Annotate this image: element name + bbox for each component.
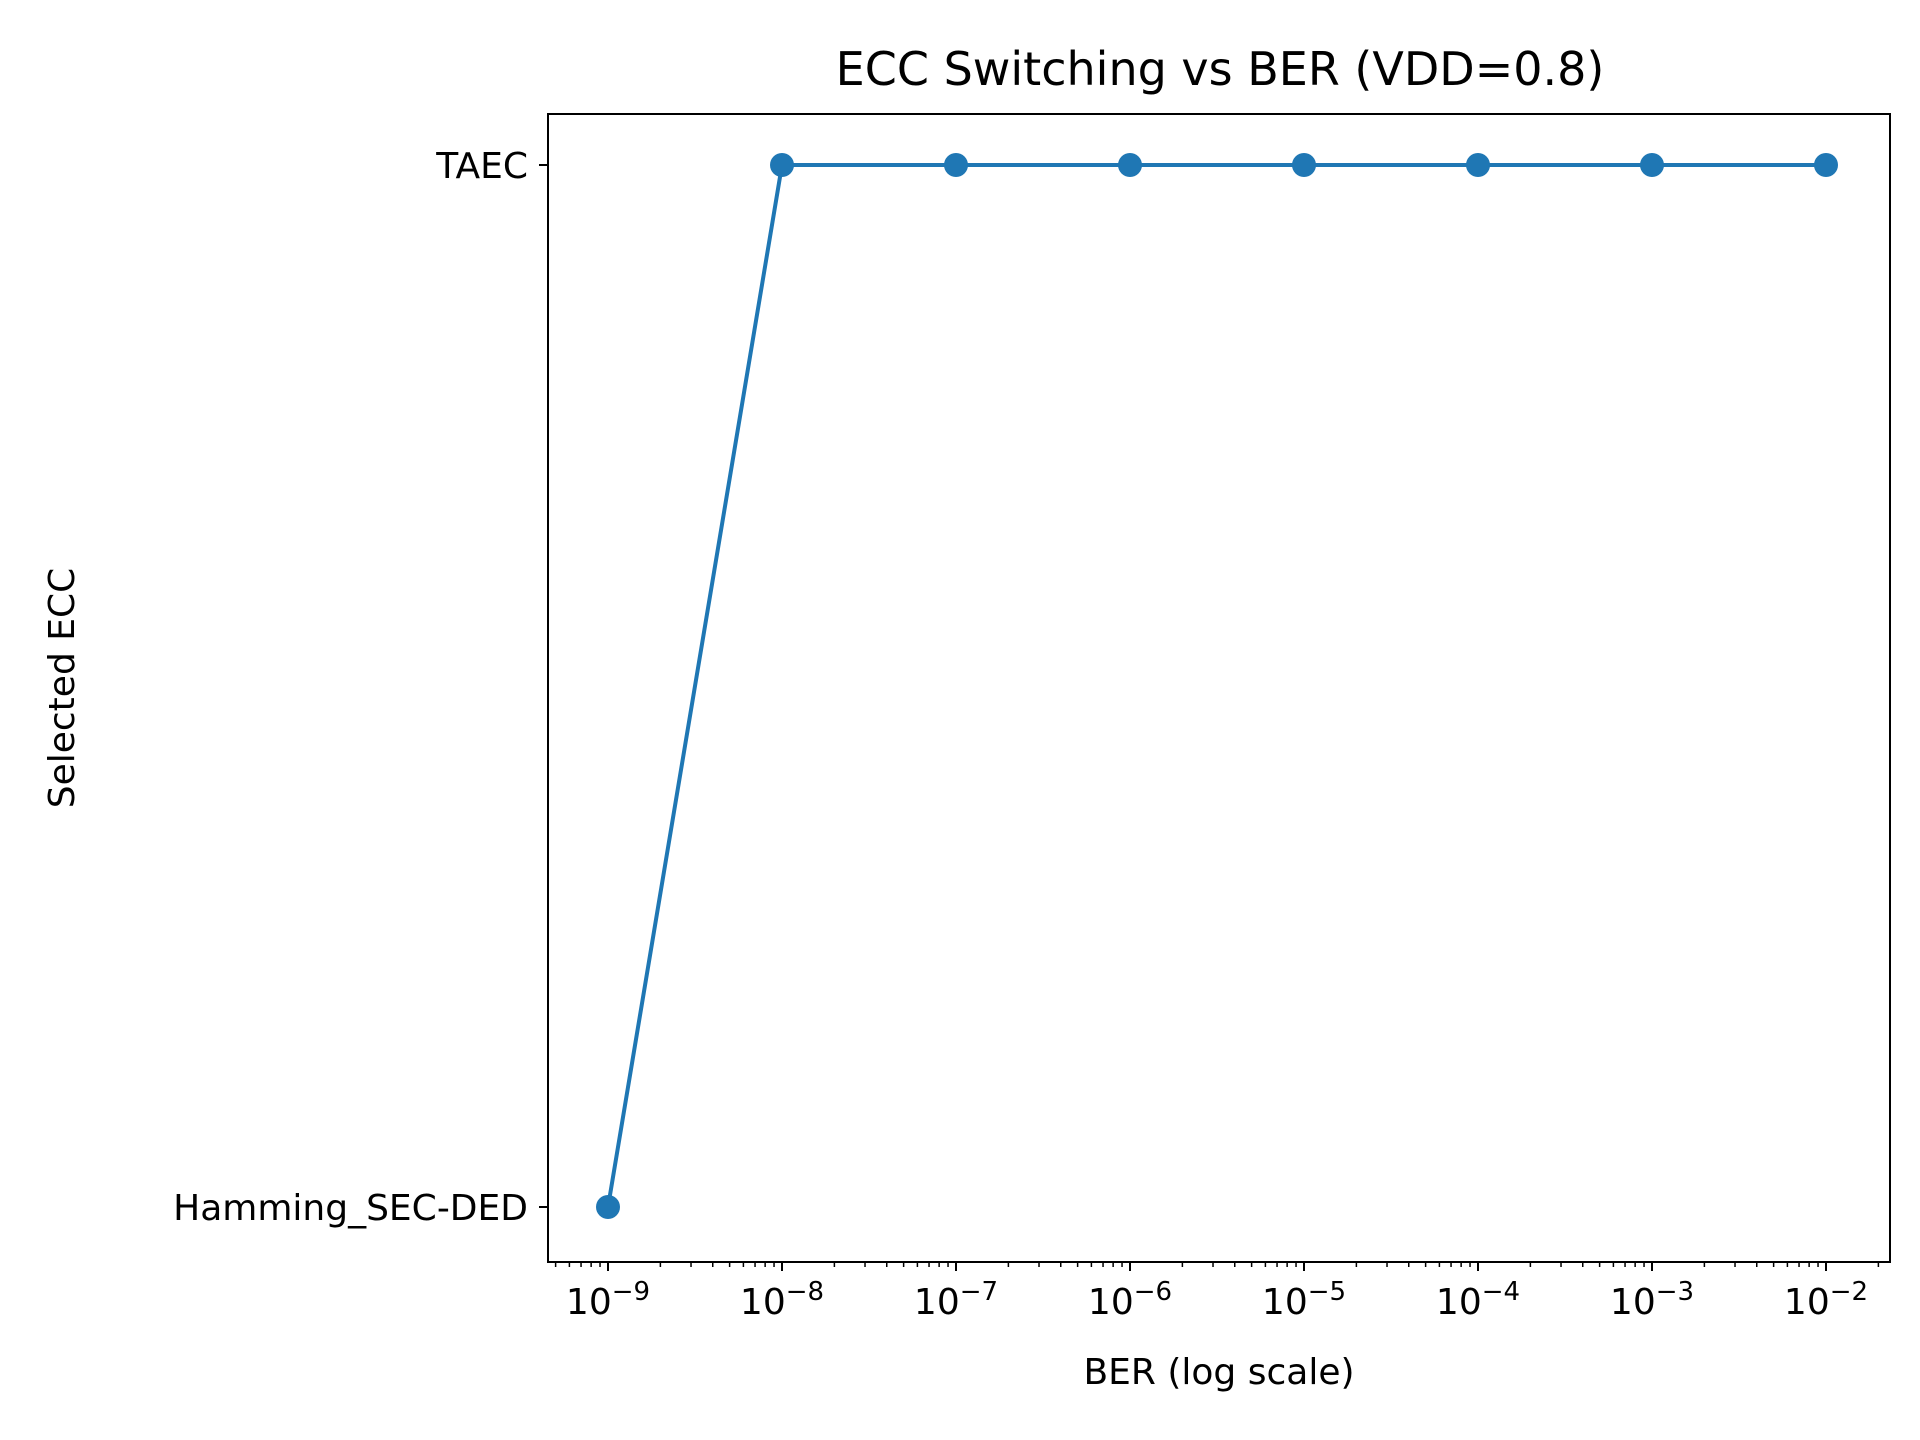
chart-title: ECC Switching vs BER (VDD=0.8) <box>836 42 1605 96</box>
series-line <box>606 163 1826 1208</box>
y-tick-label: Hamming_SEC-DED <box>173 1188 528 1229</box>
series-layer <box>596 153 1838 1219</box>
x-tick-label: 10−4 <box>1436 1277 1520 1323</box>
data-point <box>1292 153 1316 177</box>
data-point <box>1640 153 1664 177</box>
x-tick-label: 10−9 <box>566 1277 650 1323</box>
data-point <box>1118 153 1142 177</box>
y-tick-label: TAEC <box>435 146 528 187</box>
x-tick-label: 10−3 <box>1610 1277 1694 1323</box>
y-axis-label: Selected ECC <box>42 568 83 809</box>
y-axis-ticks: Hamming_SEC-DED TAEC <box>173 146 548 1229</box>
x-tick-label: 10−2 <box>1784 1277 1868 1323</box>
x-axis-label: BER (log scale) <box>1083 1352 1354 1393</box>
data-point <box>1466 153 1490 177</box>
data-point <box>770 153 794 177</box>
x-tick-label: 10−5 <box>1262 1277 1346 1323</box>
x-tick-label: 10−7 <box>914 1277 998 1323</box>
data-point <box>944 153 968 177</box>
plot-area-frame <box>547 113 1891 1263</box>
data-point <box>596 1195 620 1219</box>
x-tick-label: 10−8 <box>740 1277 824 1323</box>
x-tick-label: 10−6 <box>1088 1277 1172 1323</box>
x-axis-ticks: 10−9 10−8 10−7 10−6 10−5 10−4 10−3 10−2 <box>554 1262 1880 1323</box>
data-point <box>1814 153 1838 177</box>
